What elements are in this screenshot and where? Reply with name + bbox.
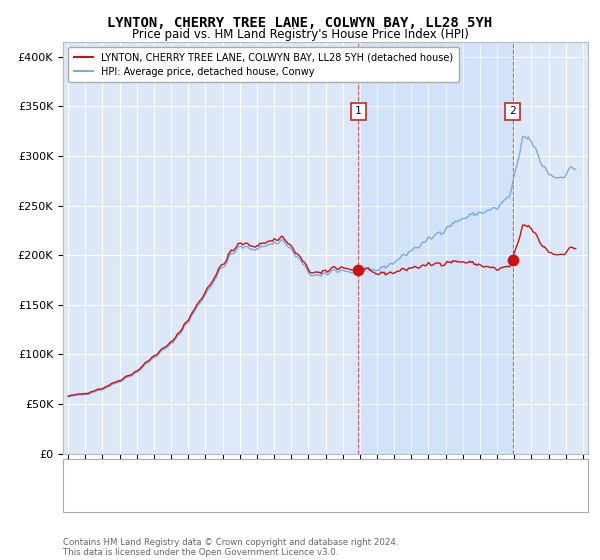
Text: 1: 1 <box>355 106 362 116</box>
Bar <box>358 42 512 454</box>
Text: 1: 1 <box>68 469 74 479</box>
Text: 1% ↓ HPI: 1% ↓ HPI <box>339 469 393 479</box>
Text: 26% ↓ HPI: 26% ↓ HPI <box>339 496 400 506</box>
Legend: LYNTON, CHERRY TREE LANE, COLWYN BAY, LL28 5YH (detached house), HPI: Average pr: LYNTON, CHERRY TREE LANE, COLWYN BAY, LL… <box>68 47 459 82</box>
Point <box>353 265 363 274</box>
Text: £195,000: £195,000 <box>225 496 279 506</box>
Text: Contains HM Land Registry data © Crown copyright and database right 2024.
This d: Contains HM Land Registry data © Crown c… <box>63 538 398 557</box>
Text: £185,000: £185,000 <box>225 469 279 479</box>
Text: LYNTON, CHERRY TREE LANE, COLWYN BAY, LL28 5YH: LYNTON, CHERRY TREE LANE, COLWYN BAY, LL… <box>107 16 493 30</box>
Point <box>508 256 517 265</box>
Text: Price paid vs. HM Land Registry's House Price Index (HPI): Price paid vs. HM Land Registry's House … <box>131 28 469 41</box>
Text: 2: 2 <box>68 496 74 506</box>
Text: 20-NOV-2020: 20-NOV-2020 <box>96 496 170 506</box>
Text: 09-DEC-2011: 09-DEC-2011 <box>96 469 170 479</box>
Text: 2: 2 <box>509 106 516 116</box>
